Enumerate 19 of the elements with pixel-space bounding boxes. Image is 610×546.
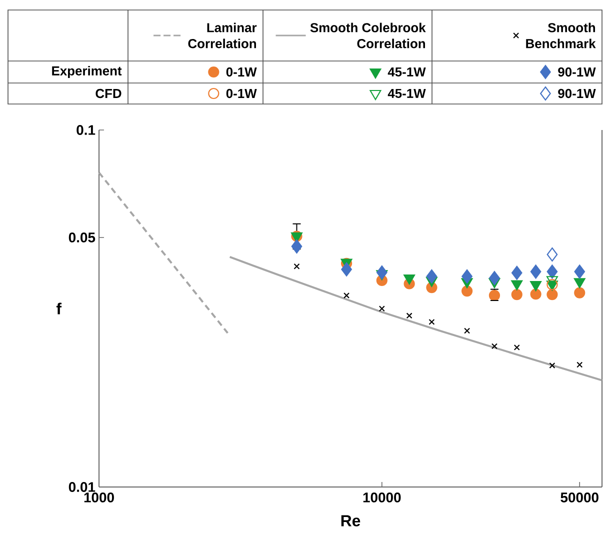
x-tick-label: 1000: [84, 492, 114, 502]
y-axis-title: f: [56, 302, 62, 314]
legend-label: Laminar Correlation: [188, 22, 257, 48]
legend-label: 90-1W: [558, 88, 596, 98]
x-tick-label: 50000: [560, 492, 598, 502]
text: CFD: [96, 88, 122, 98]
legend-label: 45-1W: [388, 88, 426, 98]
x-tick-label: 10000: [363, 492, 401, 502]
y-tick-label: 0.1: [76, 125, 96, 135]
legend-label: 45-1W: [388, 67, 426, 77]
legend-label: 0-1W: [226, 67, 257, 77]
x-axis-title: Re: [341, 515, 360, 526]
legend-label: Smooth Benchmark: [526, 22, 596, 48]
y-tick-label: 0.01: [68, 482, 96, 492]
legend-label: 0-1W: [226, 88, 257, 98]
text: Experiment: [52, 66, 122, 78]
legend-label: 90-1W: [558, 67, 596, 77]
y-tick-label: 0.05: [68, 232, 96, 242]
legend-label: Smooth Colebrook Correlation: [310, 22, 426, 48]
